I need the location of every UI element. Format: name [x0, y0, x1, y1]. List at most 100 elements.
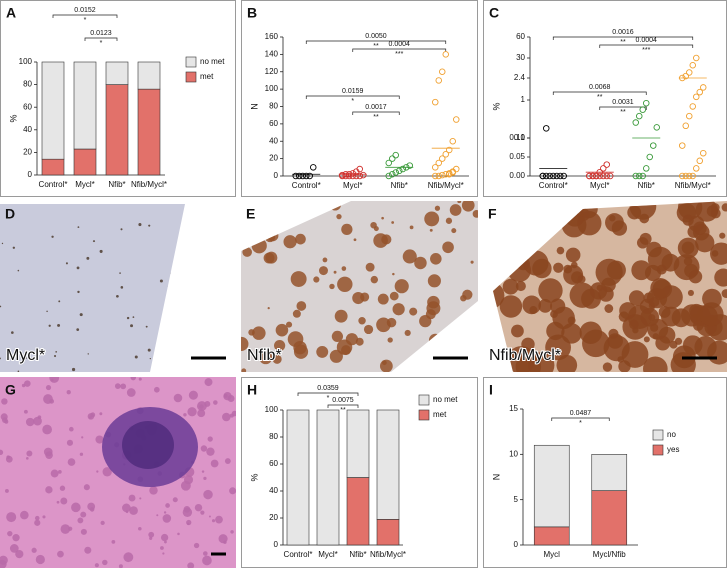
stain-spot	[353, 238, 357, 242]
stain-spot	[6, 512, 17, 523]
image-content	[483, 201, 727, 372]
stain-spot	[43, 394, 53, 404]
significance-stars: **	[620, 39, 626, 46]
stain-spot	[165, 503, 170, 508]
stain-spot	[138, 223, 142, 227]
stain-spot	[66, 390, 71, 395]
stain-spot	[224, 458, 231, 464]
stain-spot	[66, 439, 74, 446]
data-point	[431, 172, 439, 180]
stain-spot	[603, 335, 630, 362]
bar-segment	[41, 158, 65, 176]
stain-spot	[200, 510, 205, 515]
stain-spot	[67, 458, 76, 466]
stain-spot	[193, 542, 200, 549]
stain-spot	[521, 337, 535, 351]
p-value: 0.0152	[74, 7, 96, 14]
data-point	[553, 172, 560, 180]
stain-spot	[7, 530, 13, 537]
data-point	[599, 172, 607, 180]
data-point	[653, 124, 660, 131]
data-point	[692, 93, 700, 101]
stain-spot	[227, 395, 235, 402]
bar-segment	[346, 409, 370, 478]
stain-spot	[451, 228, 457, 234]
stain-spot	[329, 349, 343, 363]
bar-segment	[137, 88, 161, 176]
y-tick-label: 80	[269, 102, 278, 111]
stain-spot	[116, 294, 119, 298]
data-point	[685, 69, 693, 76]
stain-spot	[683, 257, 693, 266]
stain-spot	[202, 551, 208, 556]
stain-spot	[180, 480, 191, 491]
stain-spot	[111, 540, 116, 544]
legend-swatch	[418, 394, 430, 406]
stain-spot	[17, 269, 20, 272]
y-tick-label: 20	[269, 154, 278, 163]
stain-spot	[58, 470, 62, 474]
stain-spot	[419, 314, 432, 328]
significance-stars: *	[579, 420, 582, 427]
stain-spot	[79, 313, 83, 317]
stain-spot	[95, 435, 104, 444]
image-content	[0, 201, 236, 372]
data-point	[303, 172, 310, 180]
data-point	[592, 172, 600, 180]
stain-spot	[102, 467, 112, 477]
stain-spot	[4, 419, 9, 424]
data-point	[438, 68, 446, 75]
stain-spot	[341, 345, 351, 356]
significance-stars: *	[84, 17, 87, 24]
stain-spot	[45, 486, 53, 494]
stain-spot	[204, 378, 213, 387]
significance-stars: ***	[642, 47, 650, 54]
stain-spot	[58, 300, 61, 303]
stain-spot	[290, 271, 307, 287]
stain-spot	[130, 377, 136, 381]
stain-spot	[50, 469, 59, 478]
stain-spot	[545, 334, 571, 361]
data-point	[685, 112, 693, 120]
stain-spot	[26, 450, 33, 457]
p-value: 0.0017	[365, 104, 387, 111]
data-point	[399, 165, 406, 173]
stain-spot	[57, 550, 64, 558]
data-point	[596, 168, 603, 176]
y-tick-label: 0	[514, 540, 519, 549]
panel-letter: C	[489, 5, 499, 21]
stain-spot	[319, 266, 328, 276]
stain-spot	[11, 331, 14, 334]
data-point	[696, 88, 703, 96]
data-point	[642, 165, 650, 172]
stain-spot	[163, 511, 167, 514]
stain-spot	[94, 563, 99, 568]
stain-spot	[619, 302, 637, 320]
stain-spot	[129, 506, 138, 515]
stain-spot	[695, 233, 715, 253]
data-point	[442, 151, 449, 158]
stain-spot	[33, 416, 42, 426]
data-point	[635, 112, 643, 120]
stain-spot	[553, 262, 564, 273]
panel-letter: G	[5, 382, 16, 398]
data-point	[596, 172, 603, 180]
x-tick-label: Nfib*	[349, 550, 366, 559]
stain-spot	[134, 355, 138, 359]
stain-spot	[230, 530, 234, 534]
stain-spot	[138, 377, 142, 381]
stain-spot	[470, 260, 474, 264]
significance-stars: *	[327, 395, 330, 402]
data-point	[606, 172, 614, 180]
y-tick-label: 20	[269, 513, 278, 522]
stain-spot	[102, 559, 108, 566]
data-point	[431, 164, 439, 171]
data-point	[678, 172, 686, 180]
y-axis-label: N	[249, 103, 259, 110]
image-panel: D Mycl*	[0, 201, 236, 372]
data-point	[646, 153, 653, 161]
y-tick-label: 60	[269, 459, 278, 468]
stain-spot	[79, 452, 84, 456]
y-tick-label: 30	[516, 53, 525, 62]
